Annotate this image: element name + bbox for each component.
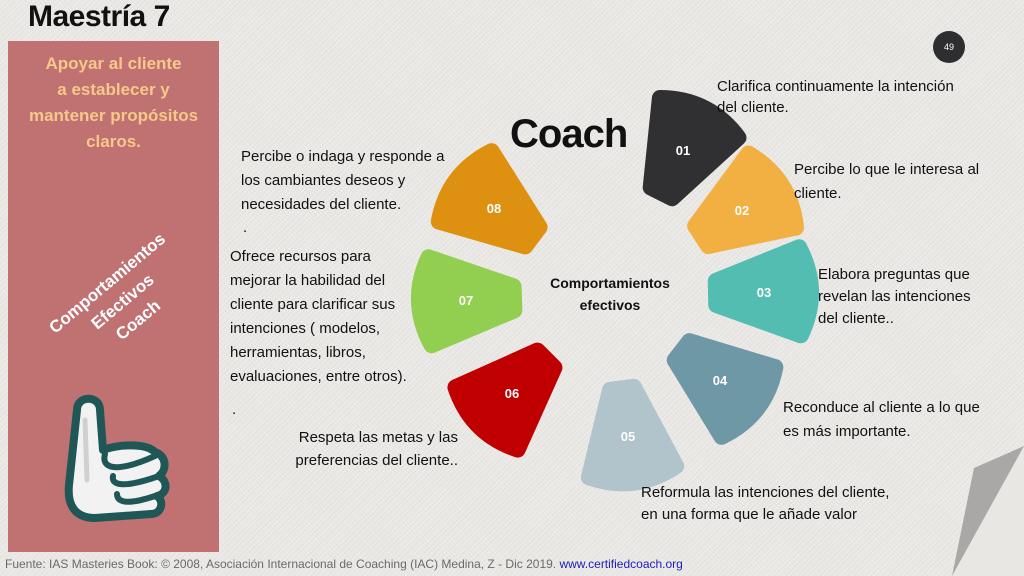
petal-01 <box>642 90 747 207</box>
behavior-text-line: Respeta las metas y las <box>298 429 458 446</box>
behavior-text-line: cliente. <box>794 185 842 202</box>
behavior-text-line: necesidades del cliente. <box>241 196 402 213</box>
behavior-text-line: mejorar la habilidad del <box>230 272 386 289</box>
petal-number: 01 <box>676 143 690 158</box>
panel-heading-line: mantener propósitos <box>28 106 199 125</box>
behavior-text-01: Clarifica continuamente la intención del … <box>717 76 954 118</box>
petal-number: 02 <box>735 203 749 218</box>
behavior-text-line: cliente para clarificar sus <box>230 296 396 313</box>
behavior-text-line: Percibe lo que le interesa al <box>794 161 980 178</box>
petal-number: 04 <box>713 373 728 388</box>
petal-number: 08 <box>487 201 501 216</box>
petal-shape <box>666 333 784 445</box>
petal-shape <box>411 249 523 354</box>
stray-dot: . <box>243 219 248 236</box>
petal-03 <box>707 239 819 344</box>
behavior-text-line: del cliente. <box>717 99 789 116</box>
petal-08 <box>430 143 548 255</box>
behavior-text-line: es más importante. <box>783 423 911 440</box>
behavior-text-line: evaluaciones, entre otros). <box>230 368 407 385</box>
behavior-text-03: Elabora preguntas que revelan las intenci… <box>818 264 971 330</box>
behavior-text-line: intenciones ( modelos, <box>230 320 381 337</box>
petal-shape <box>642 90 747 207</box>
petal-07 <box>411 249 523 354</box>
petal-06 <box>447 342 563 458</box>
petal-shape <box>430 143 548 255</box>
behavior-text-06: Respeta las metas y las preferencias del … <box>295 426 458 472</box>
petal-shape <box>447 342 563 458</box>
behavior-text-05: Reformula las intenciones del cliente, en… <box>641 482 889 526</box>
panel-heading-line: claros. <box>86 132 141 151</box>
behavior-text-line: revelan las intenciones <box>818 288 971 305</box>
stray-dot: . <box>232 401 237 418</box>
petal-04 <box>666 333 784 445</box>
page-curl <box>952 446 1024 576</box>
panel-heading-line: a establecer y <box>57 80 170 99</box>
behavior-text-line: Percibe o indaga y responde a <box>241 148 445 165</box>
panel-heading-line: Apoyar al cliente <box>45 54 182 73</box>
petal-number: 05 <box>621 429 635 444</box>
behavior-text-line: Clarifica continuamente la intención <box>717 78 954 95</box>
behavior-text-line: Elabora preguntas que <box>818 266 970 283</box>
behavior-text-02: Percibe lo que le interesa al cliente. <box>794 158 979 206</box>
center-line: efectivos <box>579 297 641 313</box>
slide-title: Maestría 7 <box>28 0 170 33</box>
petal-02 <box>687 145 805 255</box>
footer-source: Fuente: IAS Masteries Book: © 2008, Asoc… <box>5 557 557 571</box>
behavior-text-08: Percibe o indaga y responde a los cambian… <box>241 145 444 217</box>
center-line: Comportamientos <box>550 275 670 291</box>
behavior-text-07: Ofrece recursos para mejorar la habilidad… <box>230 245 407 389</box>
panel-heading: Apoyar al cliente a establecer y mantene… <box>8 51 219 155</box>
behavior-text-line: Reconduce al cliente a lo que <box>783 399 980 416</box>
behavior-text-04: Reconduce al cliente a lo que es más impo… <box>783 396 980 444</box>
footer-link[interactable]: www.certifiedcoach.org <box>559 557 683 571</box>
thumbs-up-icon <box>64 394 170 522</box>
petal-number: 06 <box>505 386 519 401</box>
petal-shape <box>687 145 805 255</box>
page-number-badge: 49 <box>933 31 965 63</box>
behavior-text-line: Reformula las intenciones del cliente, <box>641 484 890 501</box>
behavior-text-line: del cliente.. <box>818 310 894 327</box>
diagram-center-label: Comportamientos efectivos <box>530 272 690 316</box>
behavior-text-line: los cambiantes deseos y <box>241 172 406 189</box>
behavior-text-line: en una forma que le añade valor <box>641 506 857 523</box>
petal-shape <box>580 378 685 492</box>
petal-shape <box>707 239 819 344</box>
petal-number: 03 <box>757 285 771 300</box>
footer: Fuente: IAS Masteries Book: © 2008, Asoc… <box>5 557 683 571</box>
behavior-text-line: Ofrece recursos para <box>230 248 371 265</box>
diagram-title: Coach <box>510 112 628 156</box>
behavior-text-line: herramientas, libros, <box>230 344 366 361</box>
behavior-text-line: preferencias del cliente.. <box>295 452 458 469</box>
petal-05 <box>580 378 685 492</box>
petal-number: 07 <box>459 293 473 308</box>
